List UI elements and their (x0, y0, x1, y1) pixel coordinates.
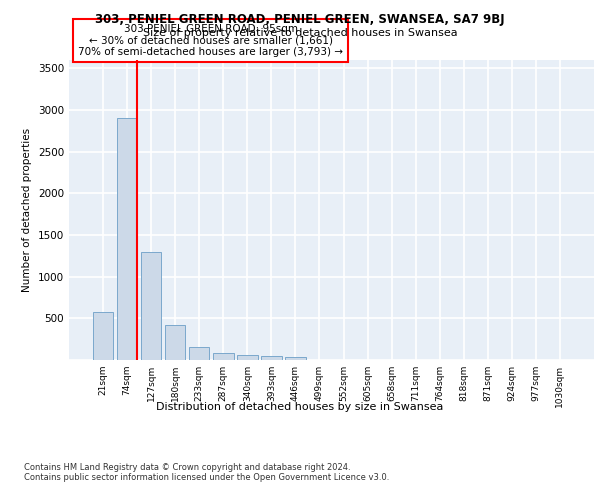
Y-axis label: Number of detached properties: Number of detached properties (22, 128, 32, 292)
Text: Distribution of detached houses by size in Swansea: Distribution of detached houses by size … (157, 402, 443, 412)
Bar (141, 252, 161, 360)
Text: 303 PENIEL GREEN ROAD: 95sqm
← 30% of detached houses are smaller (1,661)
70% of: 303 PENIEL GREEN ROAD: 95sqm ← 30% of de… (78, 24, 343, 57)
Bar (261, 356, 281, 360)
Bar (165, 325, 185, 360)
Bar (213, 352, 233, 360)
Text: Contains HM Land Registry data © Crown copyright and database right 2024.
Contai: Contains HM Land Registry data © Crown c… (24, 462, 389, 482)
Bar (93, 312, 113, 360)
Bar (285, 356, 305, 360)
Bar (189, 346, 209, 360)
Bar (117, 118, 137, 360)
Text: Size of property relative to detached houses in Swansea: Size of property relative to detached ho… (143, 28, 457, 38)
Text: 303, PENIEL GREEN ROAD, PENIEL GREEN, SWANSEA, SA7 9BJ: 303, PENIEL GREEN ROAD, PENIEL GREEN, SW… (95, 12, 505, 26)
Bar (237, 355, 257, 360)
